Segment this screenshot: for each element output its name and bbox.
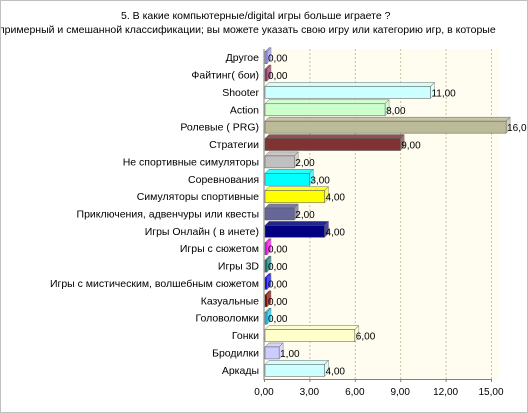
data-label: 6,00	[356, 332, 376, 343]
category-label: Action	[230, 104, 259, 116]
chart-title: 5. В какие компьютерные/digital игры бол…	[121, 10, 391, 22]
data-label: 3,00	[310, 175, 330, 186]
bar-top-face	[264, 186, 330, 191]
bar-top-face	[264, 221, 330, 226]
category-label: Shooter	[222, 87, 259, 99]
bar	[264, 277, 268, 290]
category-label: Гонки	[232, 330, 259, 342]
data-label: 0,00	[268, 71, 288, 82]
data-label: 0,00	[268, 54, 288, 65]
bar-top-face	[264, 151, 299, 157]
data-label: 4,00	[326, 227, 346, 238]
bar-top-face	[264, 99, 390, 105]
bar	[264, 242, 268, 255]
bar	[264, 207, 295, 221]
x-tick-label: 3,00	[300, 387, 320, 398]
x-tick-label: 9,00	[390, 387, 410, 398]
bar	[264, 138, 401, 151]
bar-top-face	[264, 82, 436, 87]
category-label: Игры с мистическим, волшебным сюжетом	[50, 278, 259, 290]
data-label: 11,00	[431, 88, 456, 99]
data-label: 2,00	[295, 210, 315, 221]
data-label: 4,00	[326, 193, 346, 204]
category-label: Казуальные	[201, 295, 259, 307]
bar	[264, 346, 280, 360]
data-label: 16,00	[507, 123, 528, 134]
bar-top-face	[264, 203, 299, 209]
x-tick-label: 0,00	[254, 387, 274, 398]
bar	[264, 329, 356, 342]
bar	[264, 103, 386, 117]
data-label: 0,00	[268, 314, 288, 325]
data-label: 2,00	[295, 158, 315, 169]
bar	[264, 120, 507, 134]
bar	[264, 86, 431, 99]
category-label: Аркады	[222, 365, 259, 377]
bar	[264, 225, 325, 238]
bar	[264, 68, 268, 82]
data-label: 9,00	[401, 141, 421, 152]
bar-top-face	[264, 134, 405, 139]
data-label: 0,00	[268, 262, 288, 273]
category-label: Симуляторы спортивные	[137, 191, 259, 203]
data-label: 0,00	[268, 279, 288, 290]
category-label: Другое	[226, 52, 260, 64]
category-label: Приключения, адвенчуры или квесты	[77, 209, 259, 221]
category-label: Файтинг( бои)	[191, 70, 259, 82]
bar-top-face	[264, 169, 315, 174]
category-label: Не спортивные симуляторы	[123, 156, 259, 168]
chart-subtitle: примерный и смешанной классификации; вы …	[0, 24, 496, 36]
x-tick-label: 12,00	[433, 387, 458, 398]
bar	[264, 155, 295, 169]
category-label: Игры Онлайн ( в инете)	[145, 226, 259, 238]
bar-top-face	[264, 116, 511, 122]
bar-top-face	[264, 360, 330, 365]
bar	[264, 190, 325, 203]
category-label: Игры 3D	[218, 261, 260, 273]
data-label: 8,00	[386, 106, 406, 117]
x-tick-label: 6,00	[345, 387, 365, 398]
category-label: Игры с сюжетом	[180, 243, 259, 255]
category-label: Бродилки	[212, 347, 259, 359]
category-label: Ролевые ( PRG)	[180, 122, 259, 134]
data-label: 0,00	[268, 297, 288, 308]
bar	[264, 173, 310, 186]
category-label: Соревнования	[188, 174, 259, 186]
bar-top-face	[264, 325, 360, 330]
category-label: Стратегии	[209, 139, 259, 151]
bar	[264, 259, 268, 273]
data-label: 4,00	[326, 366, 346, 377]
bar	[264, 51, 268, 64]
category-label: Головоломки	[195, 313, 259, 325]
bar	[264, 294, 268, 308]
bar	[264, 364, 325, 377]
bar	[264, 311, 268, 325]
data-label: 0,00	[268, 245, 288, 256]
x-tick-label: 15,00	[478, 387, 503, 398]
data-label: 1,00	[280, 349, 300, 360]
